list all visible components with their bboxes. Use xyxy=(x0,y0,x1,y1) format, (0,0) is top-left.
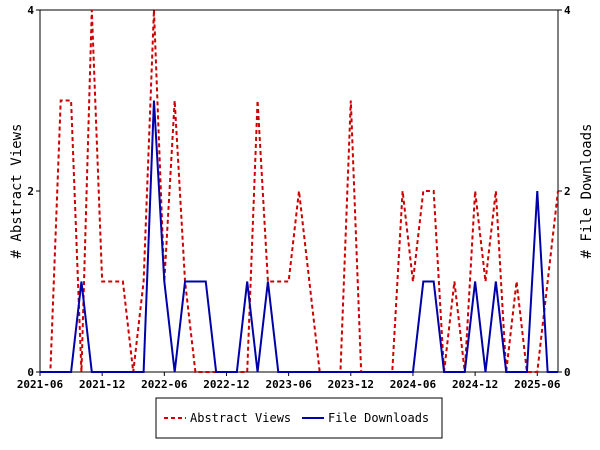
x-tick-label: 2024-06 xyxy=(390,378,437,391)
legend: Abstract Views File Downloads xyxy=(155,397,443,439)
legend-label-file-downloads: File Downloads xyxy=(328,411,429,425)
left-y-axis-ticks: 0 2 4 xyxy=(27,4,40,379)
legend-box xyxy=(155,397,443,439)
x-tick-label: 2023-06 xyxy=(265,378,312,391)
x-tick-label: 2021-06 xyxy=(17,378,64,391)
series-line-file-downloads xyxy=(40,100,558,373)
x-tick-label: 2023-12 xyxy=(328,378,374,391)
right-y-tick-label: 0 xyxy=(564,366,571,379)
left-y-tick-label: 2 xyxy=(27,185,34,198)
left-y-axis-label: # Abstract Views xyxy=(9,124,25,259)
x-tick-label: 2022-12 xyxy=(203,378,249,391)
right-y-axis-ticks: 0 2 4 xyxy=(558,4,571,379)
left-y-tick-label: 4 xyxy=(27,4,34,17)
series-line-abstract-views xyxy=(40,9,559,373)
legend-label-abstract-views: Abstract Views xyxy=(190,411,291,425)
x-axis-ticks: 2021-06 2021-12 2022-06 2022-12 2023-06 2023-… xyxy=(17,372,561,391)
x-tick-label: 2024-12 xyxy=(452,378,498,391)
x-tick-label: 2022-06 xyxy=(141,378,188,391)
right-y-tick-label: 2 xyxy=(564,185,571,198)
x-tick-label: 2025-06 xyxy=(514,378,561,391)
plot-frame xyxy=(39,9,559,373)
series-layer xyxy=(40,9,559,373)
right-y-tick-label: 4 xyxy=(564,4,571,17)
x-tick-label: 2021-12 xyxy=(79,378,125,391)
right-y-axis-label: # File Downloads xyxy=(579,124,595,259)
left-y-tick-label: 0 xyxy=(27,366,34,379)
